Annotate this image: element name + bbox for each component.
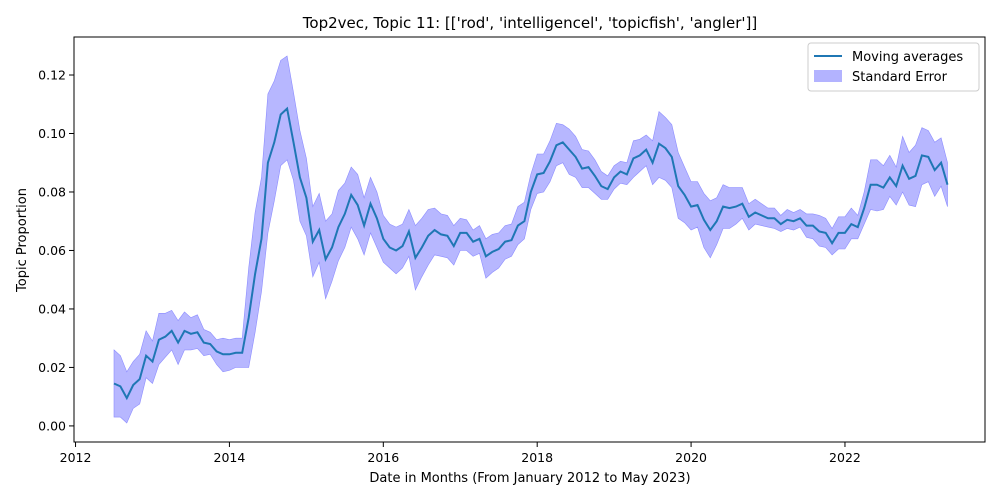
plot-area [113,55,949,424]
plot-frame [73,36,986,443]
y-tick-label: 0.04 [38,301,66,316]
y-tick-label: 0.02 [38,360,66,375]
legend: Moving averages Standard Error [807,42,980,92]
x-axis-label: Date in Months (From January 2012 to May… [369,471,690,486]
y-axis-label: Topic Proportion [15,188,30,293]
legend-label-standard-error: Standard Error [852,70,948,85]
x-tick-label: 2022 [829,450,861,465]
legend-frame [807,42,980,92]
x-tick-label: 2014 [214,450,246,465]
legend-band-swatch [814,70,842,82]
y-tick-label: 0.08 [38,184,66,199]
x-tick-label: 2012 [60,450,92,465]
y-tick-label: 0.12 [38,68,66,83]
x-tick-label: 2016 [367,450,399,465]
y-tick-label: 0.00 [38,418,66,433]
x-tick-label: 2018 [521,450,553,465]
moving-average-line [113,106,949,401]
x-axis: 2012 2014 2016 2018 2020 2022 [60,442,861,465]
legend-label-moving-averages: Moving averages [852,50,963,65]
chart-title: Top2vec, Topic 11: [['rod', 'intelligenc… [302,14,757,32]
y-axis: 0.00 0.02 0.04 0.06 0.08 0.10 0.12 [38,68,74,433]
x-tick-label: 2020 [675,450,707,465]
y-tick-label: 0.06 [38,243,66,258]
y-tick-label: 0.10 [38,126,66,141]
standard-error-band [113,55,948,424]
